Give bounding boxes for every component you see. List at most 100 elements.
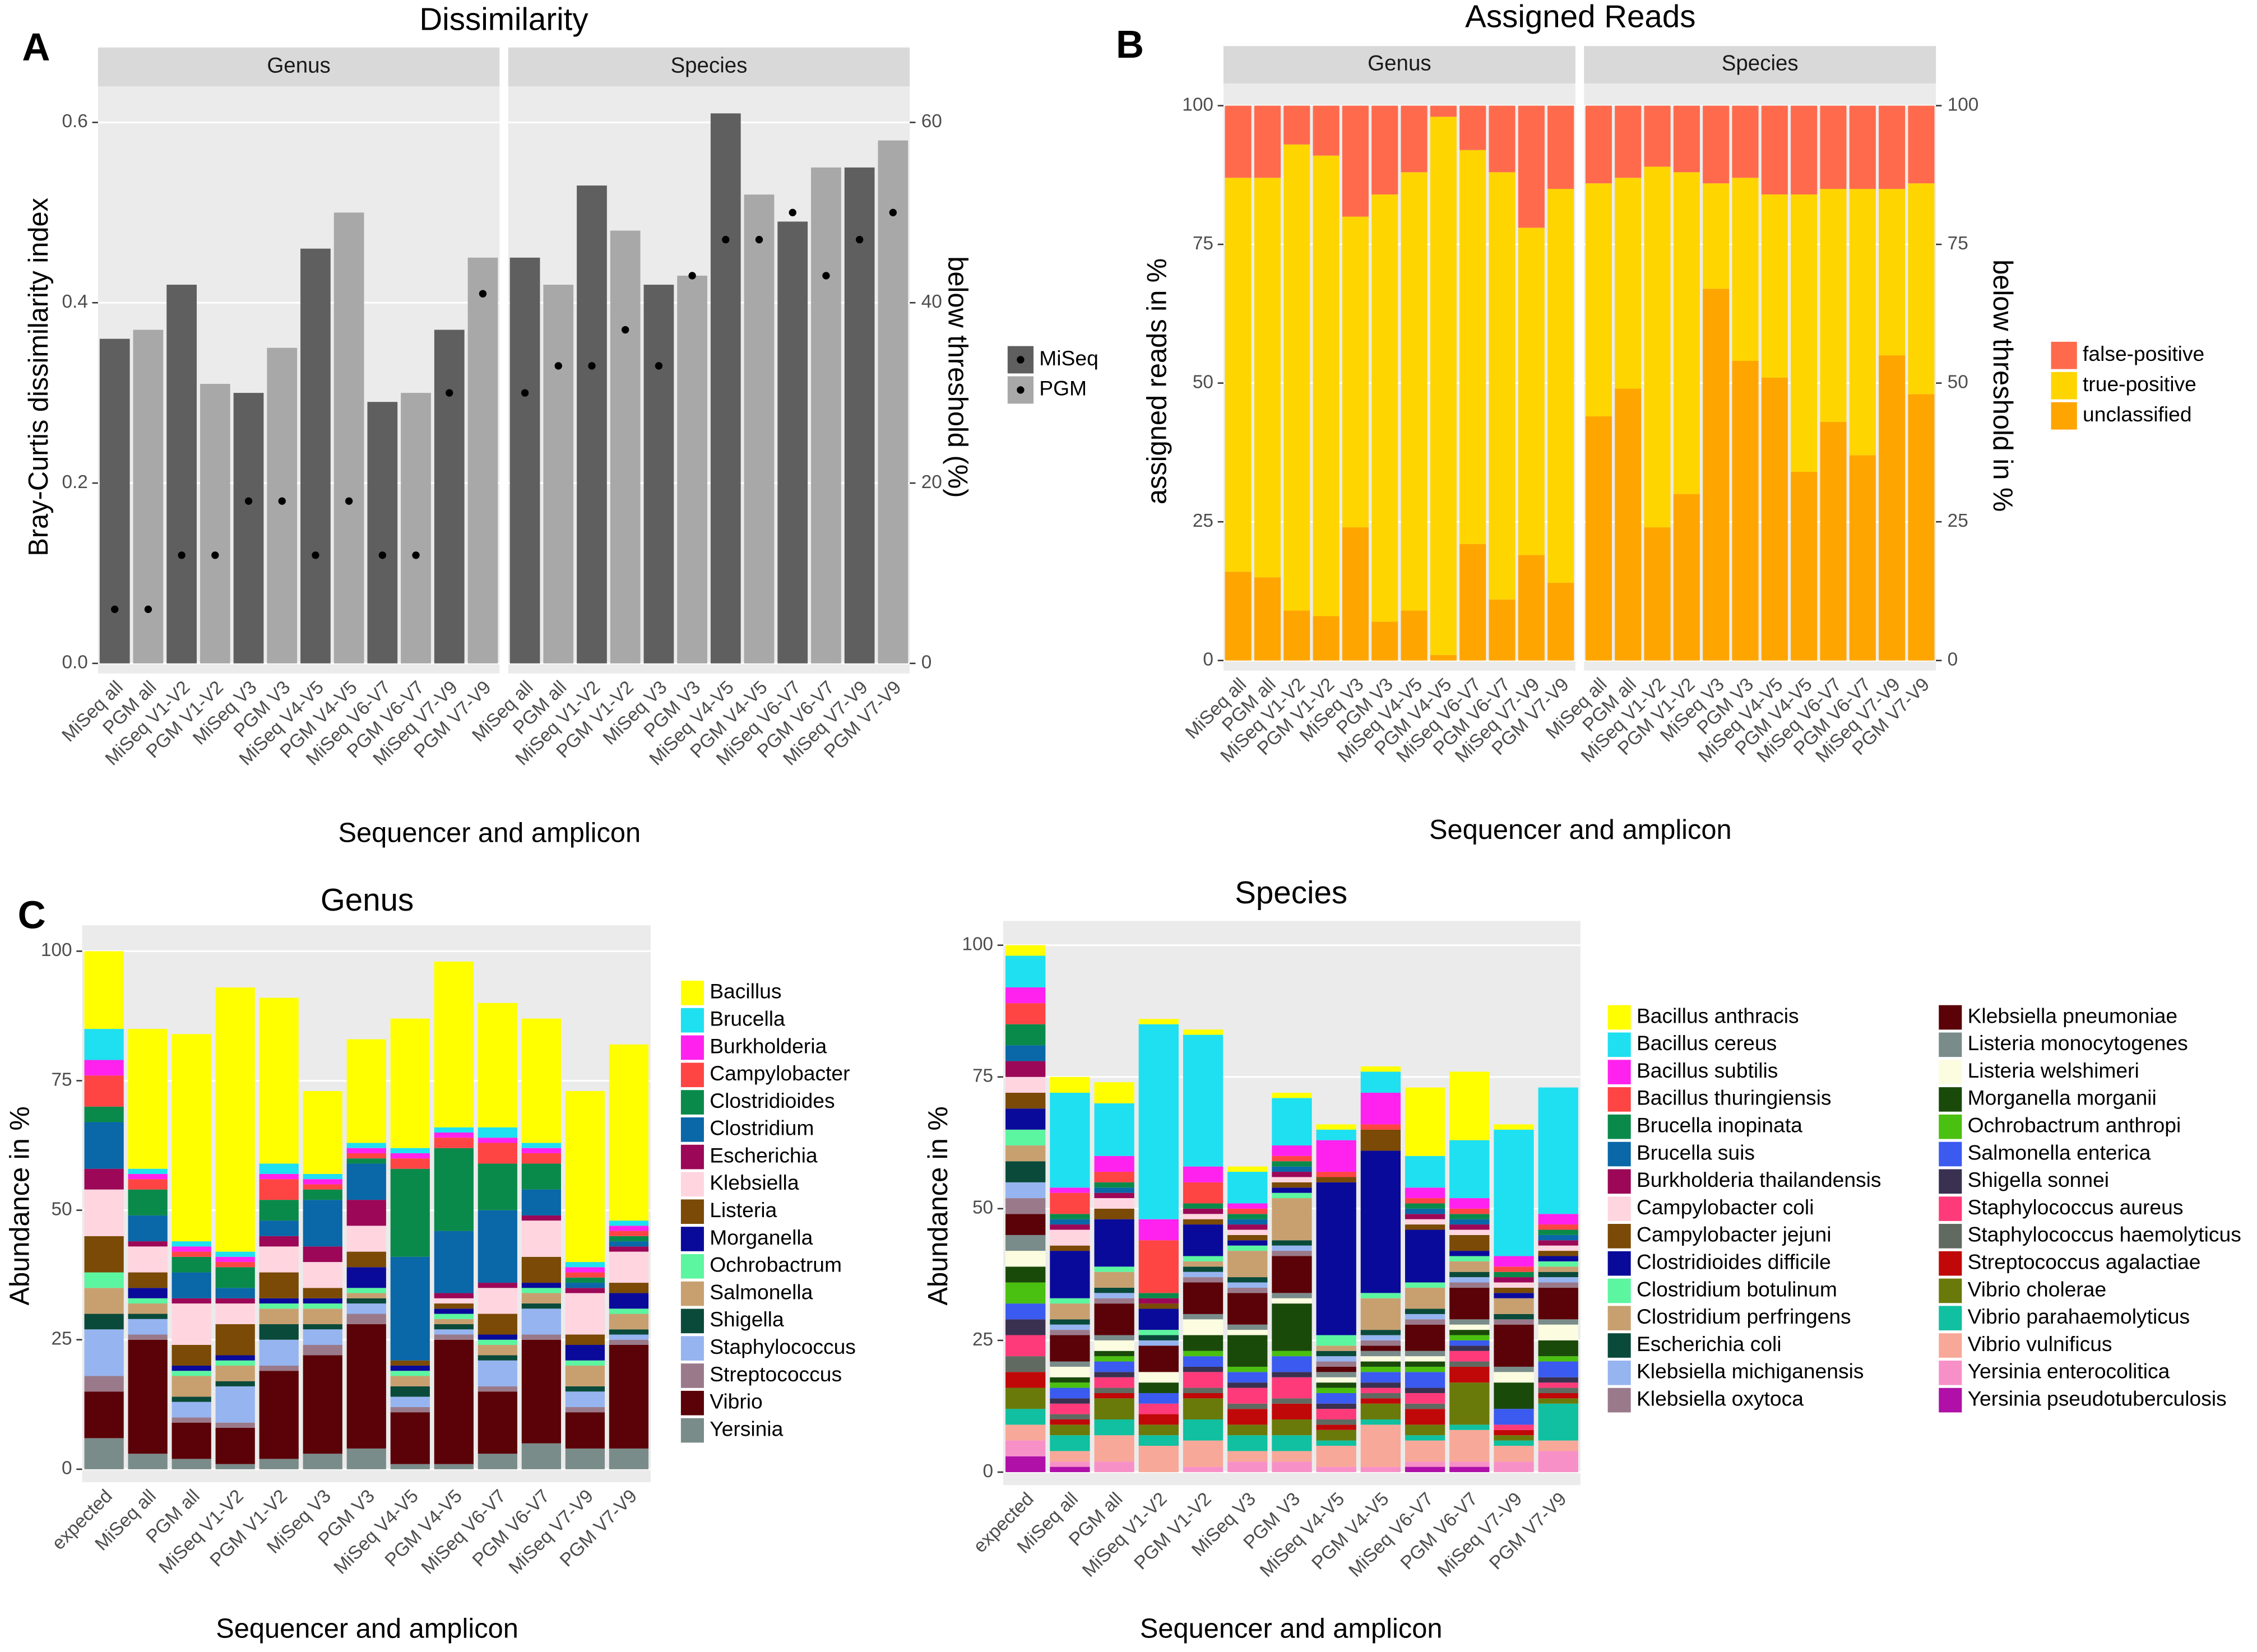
- bar-segment: [303, 1324, 342, 1330]
- bar-segment: [172, 1422, 211, 1459]
- bar-segment: [1791, 194, 1818, 472]
- bar-segment: [390, 1386, 430, 1397]
- bar-segment: [1138, 1382, 1179, 1393]
- legend-label: Bacillus anthracis: [1637, 1004, 1799, 1027]
- bar-segment: [1005, 945, 1046, 956]
- bar-segment: [1050, 1187, 1090, 1193]
- bar-segment: [1494, 1319, 1534, 1325]
- y-tick-label: 25: [52, 1329, 72, 1349]
- legend-label: Bacillus subtilis: [1637, 1059, 1778, 1082]
- chart-title: Species: [1235, 875, 1347, 910]
- bar-segment: [565, 1283, 605, 1288]
- legend-key: [1939, 1333, 1962, 1358]
- y-tick-label: 25: [972, 1329, 993, 1350]
- bar-segment: [521, 1148, 561, 1153]
- bar-segment: [1183, 1393, 1223, 1399]
- bar-segment: [215, 987, 255, 1252]
- bar-segment: [1405, 1393, 1445, 1404]
- bar-segment: [478, 1163, 517, 1210]
- bar-segment: [259, 1459, 299, 1469]
- bar-segment: [1272, 1251, 1312, 1256]
- bar-segment: [521, 1288, 561, 1293]
- bar-segment: [1227, 1277, 1268, 1283]
- legend-key: [1939, 1251, 1962, 1276]
- bar-segment: [1316, 1393, 1356, 1404]
- bar: [878, 140, 909, 663]
- y-axis-label: Abundance in %: [5, 1106, 35, 1305]
- bar-segment: [84, 1288, 124, 1314]
- bar: [677, 275, 707, 663]
- plot-background: [1584, 83, 1936, 671]
- bar-segment: [259, 1221, 299, 1236]
- bar-segment: [215, 1360, 255, 1366]
- bar-segment: [1313, 105, 1340, 156]
- bar-segment: [1183, 1272, 1223, 1278]
- bar-segment: [1360, 1372, 1401, 1383]
- bar-segment: [1538, 1261, 1578, 1267]
- bar-segment: [1538, 1240, 1578, 1246]
- threshold-dot: [312, 551, 319, 559]
- threshold-dot: [755, 235, 763, 244]
- y-axis-label: Abundance in %: [923, 1106, 953, 1305]
- bar-segment: [259, 1163, 299, 1174]
- bar-segment: [1879, 105, 1906, 189]
- bar-segment: [128, 1288, 168, 1298]
- bar-segment: [1005, 955, 1046, 987]
- bar-segment: [434, 1339, 474, 1464]
- bar-segment: [84, 1236, 124, 1273]
- bar-segment: [1405, 1356, 1445, 1362]
- bar-segment: [303, 1184, 342, 1190]
- threshold-dot: [446, 389, 453, 397]
- bar-segment: [1094, 1103, 1134, 1156]
- bar-segment: [172, 1303, 211, 1345]
- legend-label: Listeria: [710, 1198, 777, 1222]
- bar-segment: [303, 1246, 342, 1263]
- bar-segment: [1342, 216, 1369, 528]
- bar-segment: [565, 1262, 605, 1268]
- facet-label: Genus: [1368, 52, 1431, 76]
- bar-segment: [1494, 1282, 1534, 1288]
- legend-label: Vibrio: [710, 1390, 762, 1413]
- threshold-dot: [211, 551, 219, 559]
- bar-segment: [1183, 1166, 1223, 1182]
- bar-segment: [215, 1267, 255, 1288]
- bar: [166, 285, 197, 663]
- bar-segment: [172, 1298, 211, 1304]
- bar-segment: [1094, 1156, 1134, 1172]
- bar-segment: [1005, 1335, 1046, 1357]
- bar-segment: [1316, 1129, 1356, 1140]
- bar-segment: [1183, 1224, 1223, 1256]
- bar-segment: [215, 1386, 255, 1423]
- bar: [610, 230, 641, 663]
- bar-segment: [1538, 1251, 1578, 1256]
- bar-segment: [1272, 1356, 1312, 1372]
- bar-segment: [1272, 1435, 1312, 1451]
- bar-segment: [565, 1334, 605, 1345]
- bar-segment: [1494, 1372, 1534, 1383]
- bar-segment: [1494, 1366, 1534, 1372]
- bar-segment: [1703, 105, 1730, 184]
- bar-segment: [259, 1236, 299, 1247]
- bar-segment: [1005, 1003, 1046, 1024]
- legend-dot: [1017, 386, 1025, 394]
- bar-segment: [1183, 1335, 1223, 1351]
- legend-label: Brucella: [710, 1007, 785, 1031]
- bar-segment: [1360, 1403, 1401, 1419]
- bar-segment: [1183, 1029, 1223, 1035]
- bar-segment: [215, 1464, 255, 1469]
- bar-segment: [259, 1308, 299, 1325]
- bar-segment: [1761, 105, 1788, 194]
- bar-segment: [1227, 1224, 1268, 1230]
- legend-label: Morganella morganii: [1968, 1086, 2157, 1110]
- bar-segment: [1272, 1187, 1312, 1193]
- bar-segment: [1360, 1419, 1401, 1425]
- bar-segment: [128, 1303, 168, 1314]
- bar-segment: [1538, 1266, 1578, 1272]
- bar-segment: [1449, 1319, 1490, 1325]
- bar-segment: [1005, 1145, 1046, 1162]
- bar-segment: [1316, 1445, 1356, 1467]
- y-tick-label: 0: [62, 1458, 72, 1479]
- bar-segment: [1405, 1224, 1445, 1230]
- bar-segment: [215, 1262, 255, 1268]
